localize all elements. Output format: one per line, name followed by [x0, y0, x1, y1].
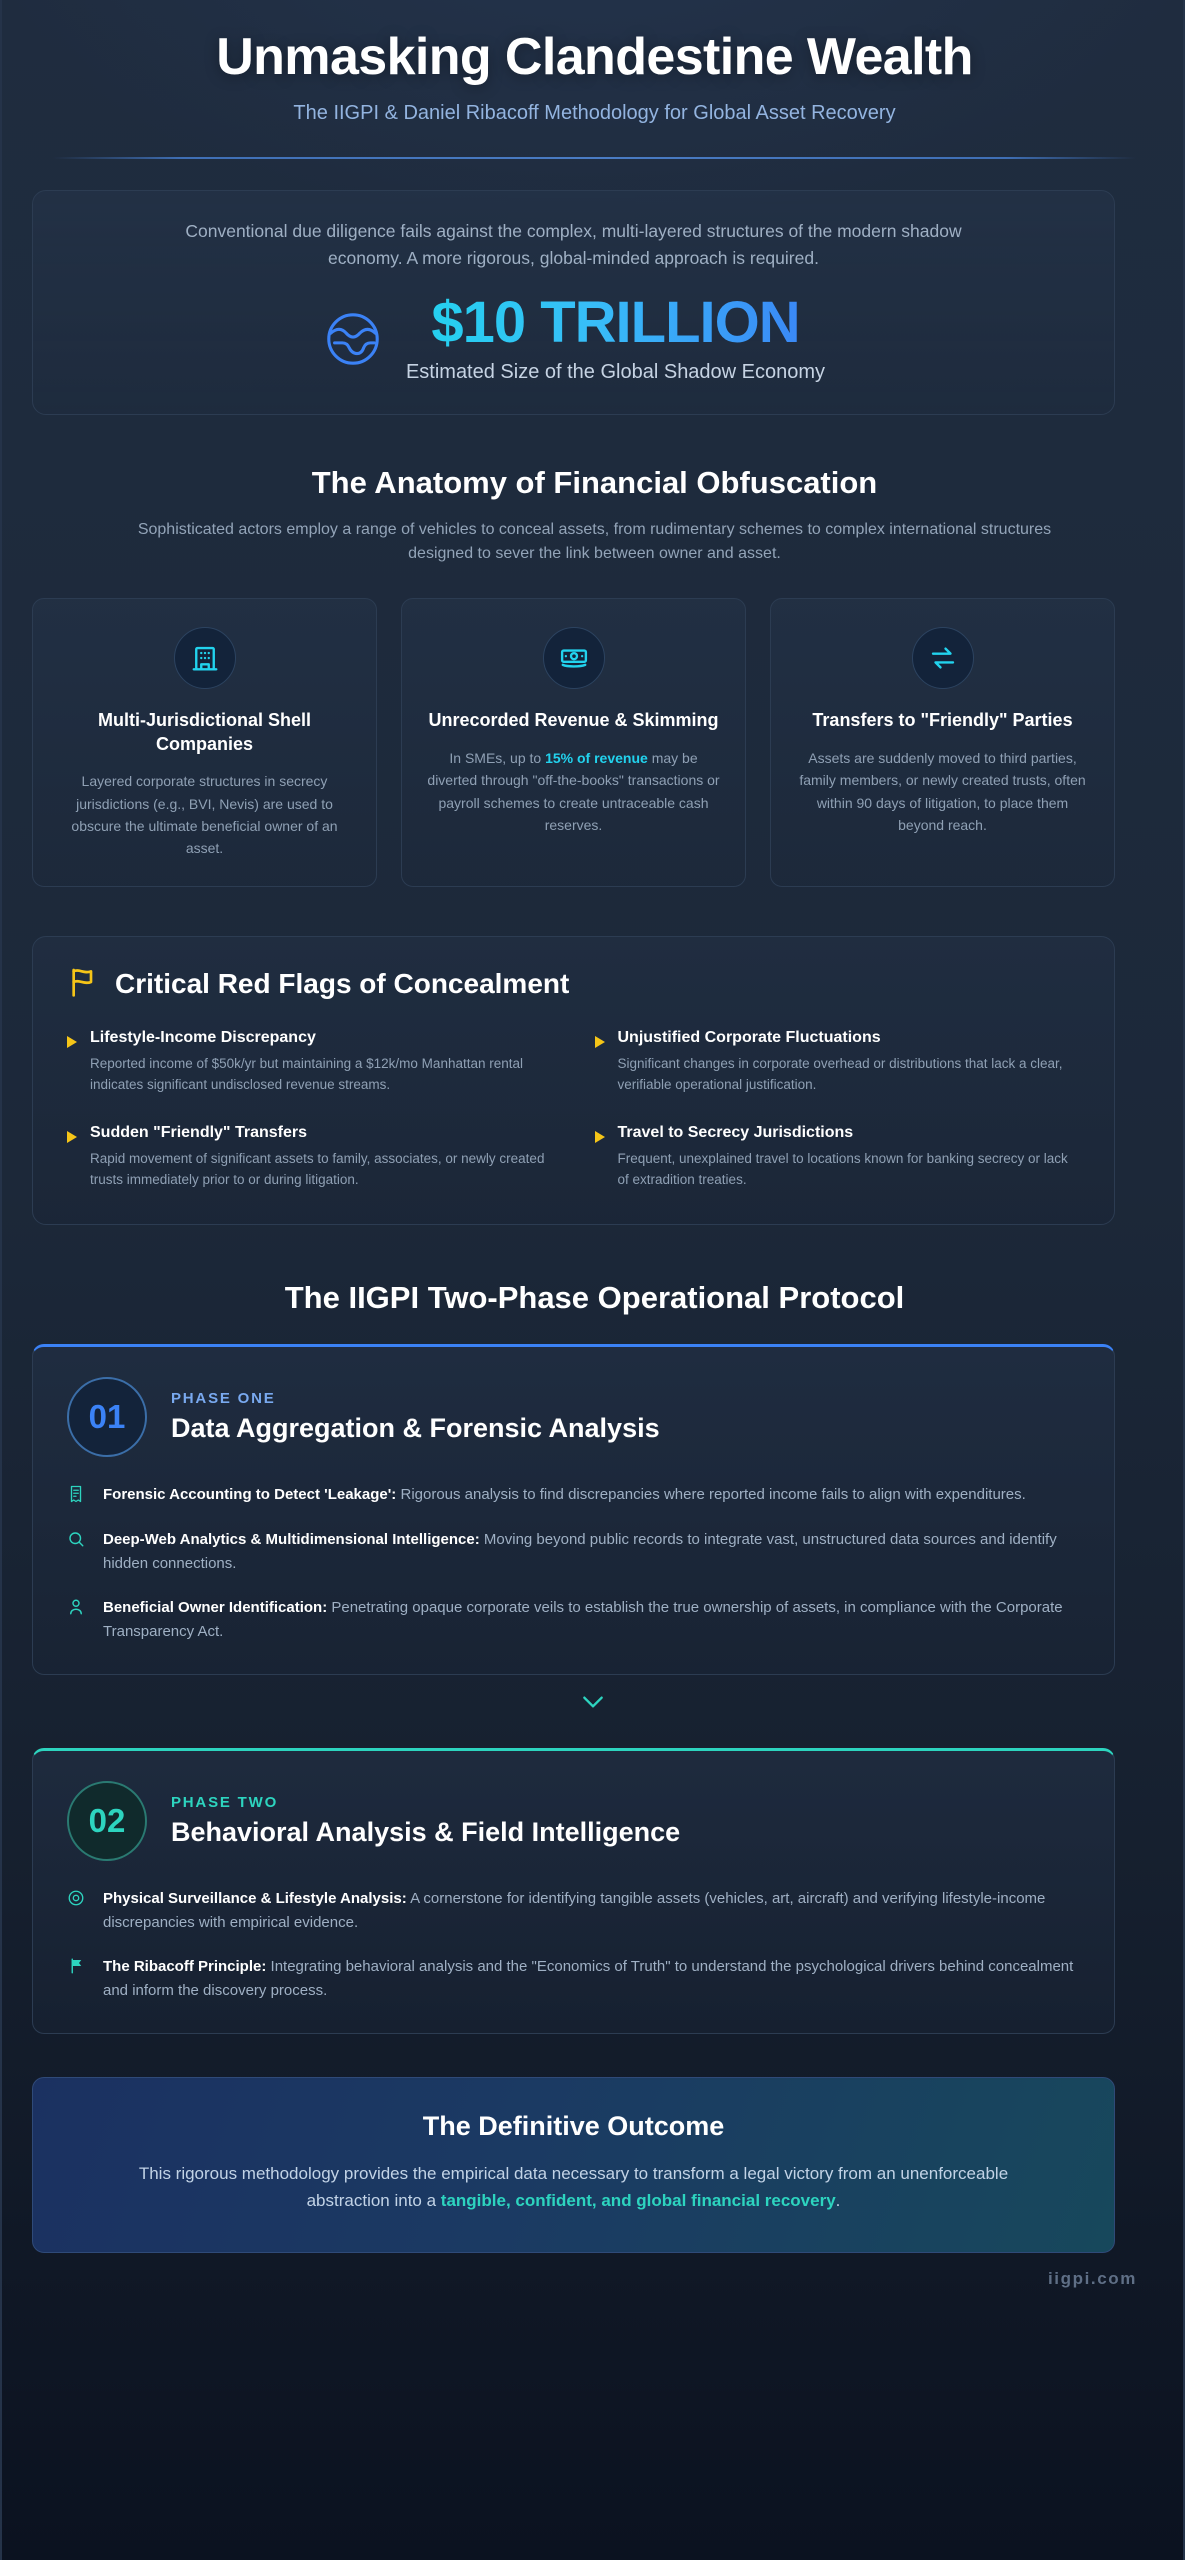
page-subtitle: The IIGPI & Daniel Ribacoff Methodology … [293, 102, 896, 125]
red-flag-item: Sudden "Friendly" Transfers Rapid moveme… [67, 1124, 553, 1191]
shadow-economy-panel: Conventional due diligence fails against… [32, 190, 1115, 416]
header-divider [53, 157, 1136, 160]
phase-item-list: Physical Surveillance & Lifestyle Analys… [67, 1887, 1080, 2003]
phase-item: Forensic Accounting to Detect 'Leakage':… [67, 1483, 1080, 1508]
stat-row: $10 TRILLION Estimated Size of the Globa… [93, 294, 1054, 384]
red-flag-item: Unjustified Corporate Fluctuations Signi… [594, 1028, 1081, 1096]
hero-section: Unmasking Clandestine Wealth The IIGPI &… [2, 0, 1185, 160]
card-body: Assets are suddenly moved to third parti… [799, 749, 1086, 834]
phase-label: PHASE TWO [171, 1793, 279, 1811]
triangle-bullet-icon [67, 1035, 77, 1048]
outcome-body: This rigorous methodology provides the e… [138, 2163, 1009, 2210]
phase-divider [2, 1689, 1183, 1720]
red-flag-item: Lifestyle-Income Discrepancy Reported in… [67, 1029, 553, 1096]
phase-item: The Ribacoff Principle: Integrating beha… [67, 1955, 1080, 2003]
phase-number: 02 [67, 1780, 147, 1861]
receipt-icon [67, 1485, 87, 1508]
transfer-arrows-icon [911, 627, 974, 690]
red-flag-title: Sudden "Friendly" Transfers [90, 1123, 307, 1141]
anatomy-cards: Multi-Jurisdictional Shell Companies Lay… [32, 598, 1115, 887]
building-icon [173, 627, 236, 690]
phase-item-text: Physical Surveillance & Lifestyle Analys… [103, 1889, 1046, 1931]
globe-icon [322, 308, 384, 370]
phase-item-text: The Ribacoff Principle: Integrating beha… [103, 1957, 1074, 1999]
red-flags-header: Critical Red Flags of Concealment [67, 966, 1080, 1003]
phase-item-list: Forensic Accounting to Detect 'Leakage':… [67, 1483, 1080, 1644]
card-body: Layered corporate structures in secrecy … [71, 773, 338, 857]
card-unrecorded-revenue: Unrecorded Revenue & Skimming In SMEs, u… [401, 598, 746, 887]
phase-item-text: Deep-Web Analytics & Multidimensional In… [103, 1530, 1057, 1572]
red-flags-heading: Critical Red Flags of Concealment [115, 968, 570, 1000]
eye-icon [67, 1889, 87, 1935]
phase-two-panel: 02 PHASE TWO Behavioral Analysis & Field… [32, 1747, 1115, 2034]
phase-item: Beneficial Owner Identification: Penetra… [67, 1596, 1080, 1644]
red-flag-body: Rapid movement of significant assets to … [90, 1150, 545, 1187]
red-flag-title: Lifestyle-Income Discrepancy [90, 1028, 316, 1046]
card-friendly-transfers: Transfers to "Friendly" Parties Assets a… [770, 598, 1115, 887]
chevron-down-icon [574, 1689, 612, 1720]
red-flag-title: Travel to Secrecy Jurisdictions [617, 1123, 854, 1141]
card-title: Transfers to "Friendly" Parties [812, 710, 1073, 731]
phase-header: 02 PHASE TWO Behavioral Analysis & Field… [67, 1780, 1080, 1861]
stat-caption: Estimated Size of the Global Shadow Econ… [405, 361, 826, 384]
phase-item-text: Forensic Accounting to Detect 'Leakage':… [103, 1485, 1026, 1503]
red-flag-body: Reported income of $50k/yr but maintaini… [90, 1055, 524, 1092]
red-flag-body: Frequent, unexplained travel to location… [617, 1150, 1068, 1187]
card-title: Multi-Jurisdictional Shell Companies [97, 710, 312, 754]
card-title: Unrecorded Revenue & Skimming [428, 710, 719, 731]
red-flags-panel: Critical Red Flags of Concealment Lifest… [32, 935, 1115, 1225]
red-flag-item: Travel to Secrecy Jurisdictions Frequent… [594, 1123, 1081, 1191]
triangle-bullet-icon [67, 1130, 77, 1143]
phase-item-text: Beneficial Owner Identification: Penetra… [103, 1598, 1063, 1640]
footer-watermark: iigpi.com [1047, 2268, 1137, 2288]
phase-label: PHASE ONE [171, 1389, 276, 1407]
search-icon [67, 1530, 87, 1576]
banknote-icon [542, 627, 605, 690]
anatomy-heading: The Anatomy of Financial Obfuscation [311, 465, 878, 501]
outcome-heading: The Definitive Outcome [422, 2110, 725, 2141]
phase-header: 01 PHASE ONE Data Aggregation & Forensic… [67, 1376, 1080, 1457]
page-title: Unmasking Clandestine Wealth [216, 28, 973, 86]
phase-number: 01 [67, 1376, 147, 1457]
stat-value: $10 TRILLION [406, 294, 825, 352]
card-body: In SMEs, up to 15% of revenue may be div… [427, 749, 720, 834]
user-icon [67, 1598, 87, 1644]
triangle-bullet-icon [594, 1130, 605, 1143]
protocol-section: The IIGPI Two-Phase Operational Protocol [2, 1280, 1185, 1316]
flag-icon [67, 966, 99, 1003]
phase-item: Deep-Web Analytics & Multidimensional In… [67, 1528, 1080, 1576]
card-shell-companies: Multi-Jurisdictional Shell Companies Lay… [32, 598, 377, 887]
panel-lede: Conventional due diligence fails against… [185, 221, 962, 269]
outcome-panel: The Definitive Outcome This rigorous met… [32, 2076, 1115, 2253]
red-flags-grid: Lifestyle-Income Discrepancy Reported in… [67, 1029, 1080, 1191]
phase-item: Physical Surveillance & Lifestyle Analys… [67, 1887, 1080, 1935]
phase-title: Behavioral Analysis & Field Intelligence [171, 1816, 681, 1847]
red-flag-title: Unjustified Corporate Fluctuations [617, 1028, 881, 1046]
red-flag-body: Significant changes in corporate overhea… [617, 1055, 1063, 1092]
anatomy-intro: Sophisticated actors employ a range of v… [137, 521, 1052, 563]
flag-pole-icon [67, 1957, 87, 2003]
phase-title: Data Aggregation & Forensic Analysis [171, 1412, 660, 1443]
phase-one-panel: 01 PHASE ONE Data Aggregation & Forensic… [32, 1343, 1115, 1675]
anatomy-section: The Anatomy of Financial Obfuscation Sop… [2, 465, 1185, 566]
protocol-heading: The IIGPI Two-Phase Operational Protocol [284, 1279, 905, 1315]
triangle-bullet-icon [594, 1035, 605, 1048]
stat-block: $10 TRILLION Estimated Size of the Globa… [406, 294, 825, 384]
